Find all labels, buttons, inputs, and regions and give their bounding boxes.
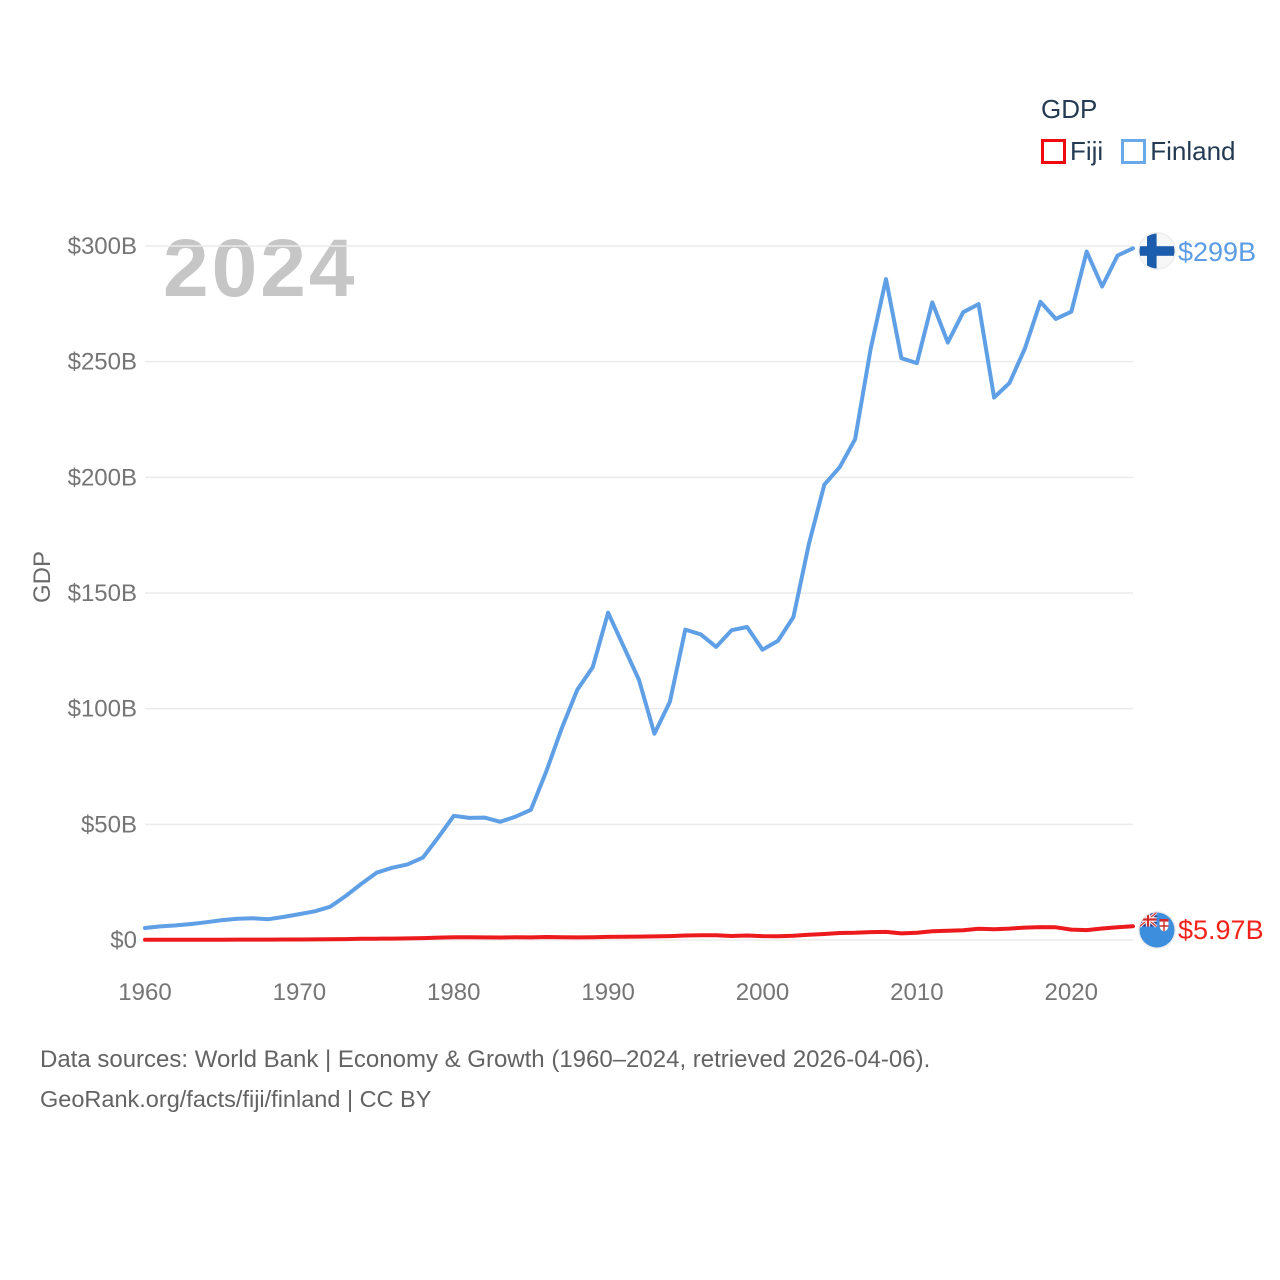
y-tick-label: $150B (68, 580, 137, 607)
x-tick-label: 2010 (890, 979, 943, 1006)
finland-flag-icon (1138, 232, 1176, 270)
y-tick-label: $100B (68, 696, 137, 723)
x-tick-label: 1960 (118, 979, 171, 1006)
legend-title: GDP (1041, 94, 1098, 124)
y-tick-label: $200B (68, 464, 137, 491)
legend-swatch-finland[interactable] (1121, 139, 1147, 164)
legend-label-fiji[interactable]: Fiji (1070, 136, 1104, 166)
line-finland (143, 246, 1135, 930)
y-tick-label: $300B (68, 233, 137, 260)
fiji-flag-icon (1138, 911, 1176, 949)
line-fiji (143, 924, 1135, 942)
x-tick-label: 1990 (581, 979, 634, 1006)
finland-value-label: $299B (1178, 237, 1257, 267)
attribution-link-text[interactable]: GeoRank.org/facts/fiji/finland | CC BY (40, 1086, 432, 1112)
legend: GDP Fiji Finland (1041, 94, 1236, 167)
x-tick-label: 1980 (427, 979, 480, 1006)
year-watermark: 2024 (163, 223, 358, 314)
gdp-line-chart: $0 $50B $100B $150B $200B $250B $300B 1960 1970 1… (68, 232, 1176, 1006)
y-tick-label: $0 (110, 927, 137, 954)
x-tick-label: 2020 (1045, 979, 1098, 1006)
legend-items: Fiji Finland (1041, 136, 1236, 167)
legend-label-finland[interactable]: Finland (1150, 136, 1236, 166)
legend-swatch-fiji[interactable] (1041, 139, 1066, 164)
fiji-value-label: $5.97B (1178, 915, 1264, 945)
y-tick-label: $250B (68, 349, 137, 376)
x-tick-label: 2000 (736, 979, 789, 1006)
y-tick-label: $50B (81, 811, 137, 838)
data-sources-text: Data sources: World Bank | Economy & Gro… (40, 1046, 931, 1073)
x-tick-label: 1970 (273, 979, 326, 1006)
